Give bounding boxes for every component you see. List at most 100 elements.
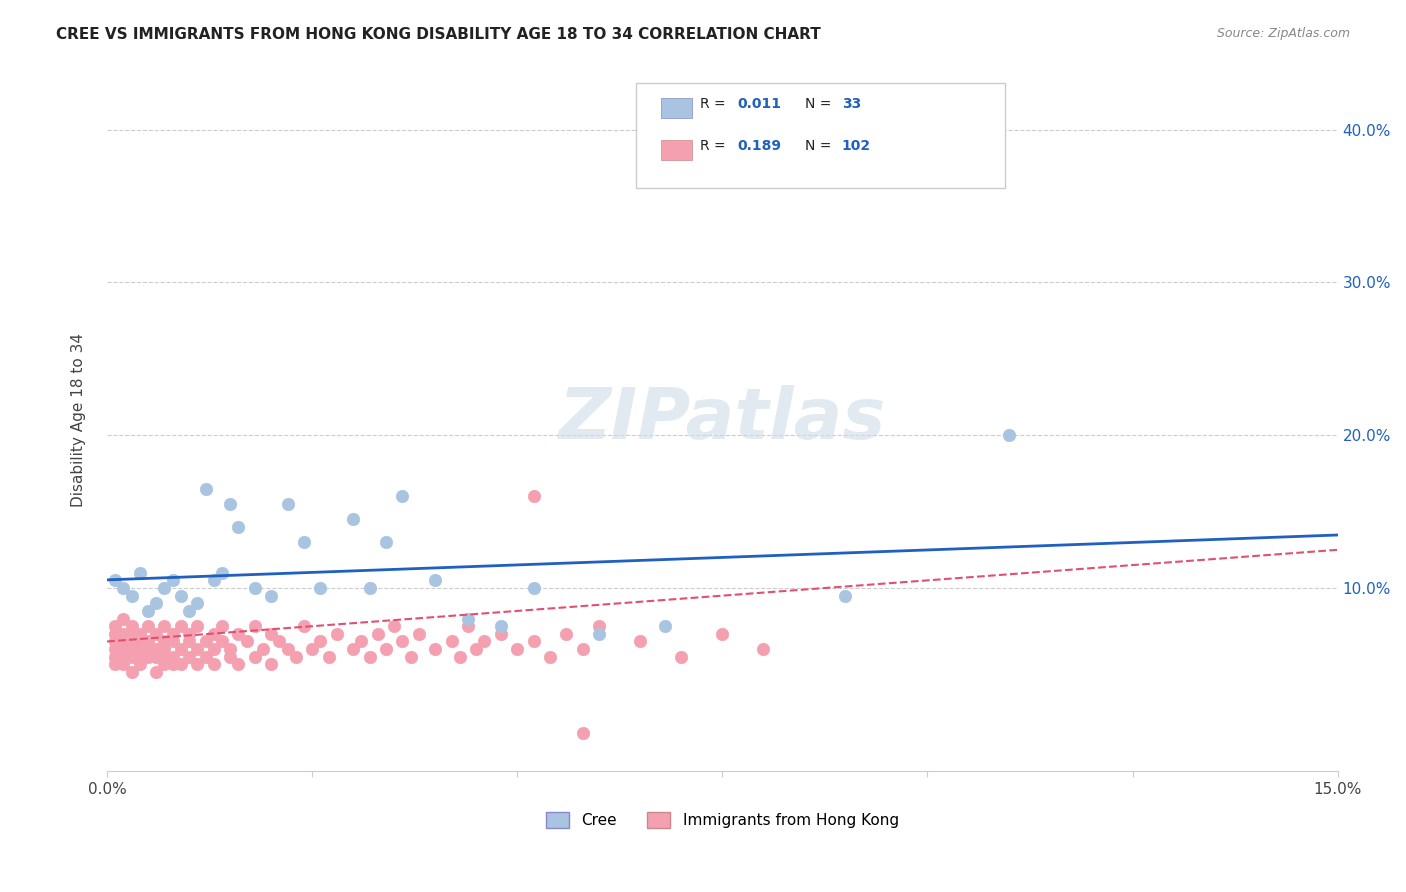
Point (440, 634, 463, 648)
Point (179, 604, 201, 618)
Point (194, 482, 217, 496)
Point (112, 611, 135, 625)
Point (523, 489, 546, 503)
Point (162, 657, 184, 672)
Point (998, 428, 1021, 442)
Point (104, 627, 127, 641)
Point (408, 627, 430, 641)
Point (326, 627, 349, 641)
Point (391, 489, 413, 503)
Point (489, 619, 512, 633)
Point (121, 627, 143, 641)
Point (671, 649, 693, 664)
Point (153, 634, 176, 648)
Point (523, 634, 546, 648)
Point (104, 574, 127, 588)
Point (153, 619, 176, 633)
Point (425, 574, 447, 588)
Point (382, 619, 405, 633)
Point (112, 657, 135, 672)
Point (128, 649, 150, 664)
Point (202, 642, 225, 657)
Point (489, 627, 512, 641)
Point (301, 642, 323, 657)
Y-axis label: Disability Age 18 to 34: Disability Age 18 to 34 (72, 333, 86, 507)
Point (136, 604, 159, 618)
Text: N =: N = (804, 96, 835, 111)
Text: R =: R = (700, 96, 730, 111)
Point (228, 520, 250, 534)
Point (162, 649, 184, 664)
Point (284, 649, 307, 664)
Text: ZIPatlas: ZIPatlas (558, 385, 886, 454)
Point (121, 634, 143, 648)
Point (211, 619, 233, 633)
Point (104, 642, 127, 657)
Point (121, 642, 143, 657)
Point (112, 581, 135, 595)
Point (425, 642, 447, 657)
Point (474, 634, 496, 648)
Point (162, 627, 184, 641)
Point (202, 574, 225, 588)
Point (136, 642, 159, 657)
Point (457, 611, 479, 625)
Point (104, 634, 127, 648)
Point (260, 627, 283, 641)
Point (588, 619, 610, 633)
Point (318, 649, 340, 664)
Point (228, 627, 250, 641)
Point (572, 642, 595, 657)
Point (170, 657, 193, 672)
Point (153, 642, 176, 657)
Text: 102: 102 (842, 139, 870, 153)
Point (211, 634, 233, 648)
Point (153, 649, 176, 664)
Point (506, 642, 529, 657)
Point (186, 619, 208, 633)
Point (219, 497, 242, 511)
Point (523, 581, 546, 595)
Point (834, 589, 856, 603)
Point (260, 657, 283, 672)
Point (128, 657, 150, 672)
Point (145, 649, 167, 664)
Point (128, 642, 150, 657)
Point (309, 581, 332, 595)
Point (202, 627, 225, 641)
Point (194, 649, 217, 664)
Point (342, 512, 364, 526)
Point (179, 634, 201, 648)
Point (375, 642, 398, 657)
Point (145, 596, 167, 610)
FancyBboxPatch shape (637, 83, 1005, 188)
Bar (661, 98, 692, 118)
Point (219, 649, 242, 664)
Point (628, 634, 651, 648)
Point (375, 535, 398, 549)
Point (243, 619, 266, 633)
Point (104, 619, 127, 633)
Point (711, 627, 734, 641)
Legend: Cree, Immigrants from Hong Kong: Cree, Immigrants from Hong Kong (540, 805, 904, 834)
Point (211, 566, 233, 580)
Point (292, 535, 315, 549)
Point (121, 665, 143, 679)
Point (153, 657, 176, 672)
Point (179, 649, 201, 664)
Point (136, 649, 159, 664)
Point (162, 574, 184, 588)
Point (555, 627, 578, 641)
Point (292, 619, 315, 633)
Point (128, 634, 150, 648)
Point (260, 589, 283, 603)
Point (136, 619, 159, 633)
Point (145, 642, 167, 657)
Point (128, 627, 150, 641)
Point (359, 649, 381, 664)
Text: R =: R = (700, 139, 730, 153)
Point (538, 649, 561, 664)
Point (572, 726, 595, 740)
Text: 0.189: 0.189 (737, 139, 782, 153)
Point (309, 634, 332, 648)
